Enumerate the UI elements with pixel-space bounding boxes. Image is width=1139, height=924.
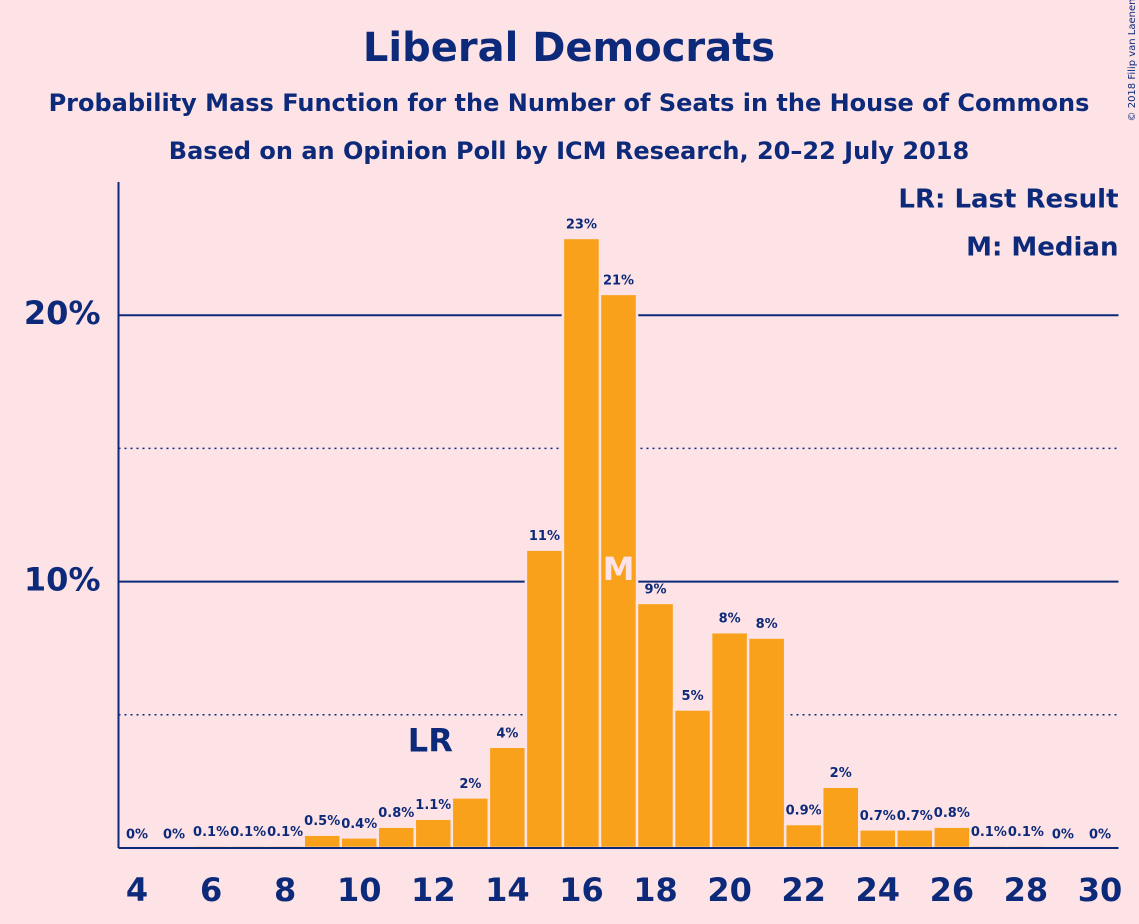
bar — [932, 825, 972, 850]
value-label: 0.5% — [304, 814, 340, 829]
bar — [413, 817, 454, 850]
value-label: 0% — [1089, 828, 1111, 843]
bar — [709, 630, 750, 850]
x-tick-label: 30 — [1078, 871, 1123, 909]
value-label: 2% — [830, 766, 852, 781]
value-label: 0.8% — [378, 806, 414, 821]
value-label: 8% — [756, 617, 778, 632]
bar — [339, 836, 380, 850]
annotation: LR — [408, 722, 453, 760]
bar — [450, 796, 491, 850]
x-tick-label: 6 — [200, 871, 222, 909]
bar — [672, 708, 713, 850]
y-tick-label: 10% — [24, 561, 101, 599]
bar — [895, 828, 935, 850]
bar — [561, 236, 602, 850]
legend-entry: M: Median — [966, 233, 1118, 263]
value-label: 0% — [126, 828, 148, 843]
bar — [524, 548, 565, 850]
x-tick-label: 26 — [930, 871, 975, 909]
value-label: 0% — [163, 828, 185, 843]
x-tick-label: 24 — [855, 871, 900, 909]
chart-title: Liberal Democrats — [363, 25, 775, 71]
x-tick-label: 18 — [633, 871, 678, 909]
value-label: 0.4% — [341, 817, 377, 832]
value-label: 0% — [1052, 828, 1074, 843]
x-tick-label: 14 — [485, 871, 530, 909]
bar — [635, 601, 676, 850]
value-label: 1.1% — [415, 798, 451, 813]
bar — [820, 785, 861, 850]
bar — [487, 745, 528, 850]
value-label: 0.8% — [934, 806, 970, 821]
legend-entry: LR: Last Result — [898, 185, 1118, 215]
x-tick-label: 22 — [781, 871, 826, 909]
x-tick-label: 4 — [126, 871, 148, 909]
bar — [857, 828, 898, 850]
value-label: 5% — [682, 689, 704, 704]
bar — [376, 825, 417, 850]
bar — [598, 292, 639, 850]
value-label: 0.1% — [971, 825, 1007, 840]
copyright: © 2018 Filip van Laenen — [1127, 0, 1138, 121]
value-label: 0.7% — [897, 809, 933, 824]
value-label: 4% — [496, 726, 518, 741]
y-tick-label: 20% — [24, 294, 101, 332]
chart-subtitle: Probability Mass Function for the Number… — [49, 89, 1090, 117]
value-label: 0.1% — [1008, 825, 1044, 840]
value-label: 9% — [644, 582, 666, 597]
value-label: 2% — [459, 777, 481, 792]
value-label: 0.7% — [860, 809, 896, 824]
x-tick-label: 10 — [337, 871, 382, 909]
value-label: 0.1% — [193, 825, 229, 840]
value-label: 0.1% — [230, 825, 266, 840]
annotation: M — [603, 550, 635, 588]
x-tick-label: 16 — [559, 871, 604, 909]
value-label: 21% — [603, 273, 634, 288]
bar — [783, 822, 824, 850]
value-label: 23% — [566, 217, 597, 232]
value-label: 0.1% — [267, 825, 303, 840]
chart-subtitle: Based on an Opinion Poll by ICM Research… — [169, 137, 969, 165]
x-tick-label: 12 — [411, 871, 456, 909]
x-tick-label: 20 — [707, 871, 752, 909]
value-label: 11% — [529, 529, 560, 544]
x-tick-label: 28 — [1004, 871, 1049, 909]
bar — [746, 636, 787, 850]
value-label: 0.9% — [786, 804, 822, 819]
bar — [302, 833, 342, 850]
value-label: 8% — [719, 612, 741, 627]
x-tick-label: 8 — [274, 871, 296, 909]
